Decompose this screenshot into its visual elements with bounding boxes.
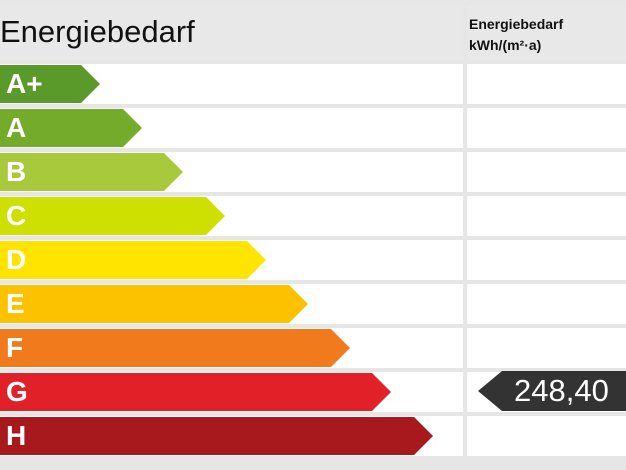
class-arrow-a: A: [0, 109, 142, 147]
class-row-value-cell: [467, 196, 626, 236]
class-label: E: [6, 288, 25, 319]
class-row-value-cell: [467, 108, 626, 148]
value-column-title-unit: kWh/(m²·a): [469, 37, 542, 53]
class-arrow-shape: [0, 373, 391, 411]
page-title: Energiebedarf: [0, 14, 195, 49]
class-row-value-cell: [467, 64, 626, 104]
class-row-value-cell: [467, 416, 626, 456]
class-row-value-cell: [467, 284, 626, 324]
current-value-marker: 248,40: [478, 371, 626, 411]
class-arrow-g: G: [0, 373, 391, 411]
class-arrow-shape: [0, 197, 225, 235]
header-title-cell: [0, 6, 463, 60]
value-marker-pointer: [478, 371, 626, 411]
class-label: D: [6, 244, 27, 275]
class-row-value-cell: [467, 152, 626, 192]
class-arrow-shape: [0, 329, 350, 367]
class-arrow-f: F: [0, 329, 350, 367]
class-arrow-shape: [0, 241, 266, 279]
class-arrow-shape: [0, 153, 183, 191]
class-arrow-b: B: [0, 153, 183, 191]
class-label: A+: [6, 68, 43, 99]
class-row-value-cell: [467, 240, 626, 280]
class-arrow-h: H: [0, 417, 433, 455]
class-label: B: [6, 156, 27, 187]
class-arrow-shape: [0, 109, 142, 147]
class-label: A: [6, 112, 27, 143]
class-arrow-e: E: [0, 285, 308, 323]
value-column-title-line1: Energiebedarf: [469, 16, 564, 32]
class-row-value-cell: [467, 328, 626, 368]
class-arrow-shape: [0, 285, 308, 323]
value-column-title: Energiebedarf kWh/(m²·a): [469, 14, 563, 56]
header-value-cell: [467, 6, 626, 60]
class-arrow-shape: [0, 65, 100, 103]
class-arrow-a-plus: A+: [0, 65, 100, 103]
class-label: G: [6, 376, 28, 407]
current-value: 248,40: [514, 373, 609, 408]
class-label: C: [6, 200, 27, 231]
bottom-divider: [0, 458, 626, 470]
class-arrow-c: C: [0, 197, 225, 235]
class-arrow-d: D: [0, 241, 266, 279]
class-label: F: [6, 332, 24, 363]
class-label: H: [6, 420, 27, 451]
class-arrow-shape: [0, 417, 433, 455]
